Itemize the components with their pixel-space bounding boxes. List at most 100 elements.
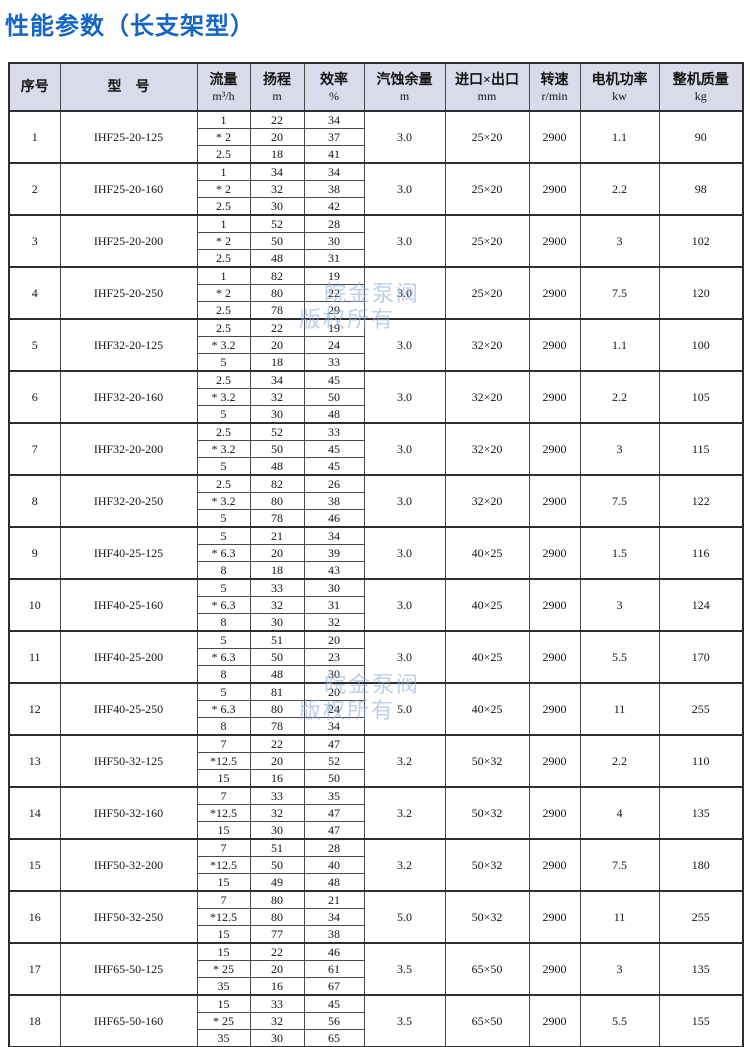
flow-value: 2.5: [196, 474, 251, 493]
efficiency-value: 45: [303, 994, 365, 1013]
ports-value: 50×32: [444, 786, 530, 840]
npsh-value: 3.0: [363, 422, 446, 476]
flow-value: * 6.3: [196, 700, 251, 718]
head-value: 81: [249, 682, 305, 701]
flow-value: 15: [196, 769, 251, 788]
head-value: 33: [249, 994, 305, 1013]
efficiency-value: 32: [303, 613, 365, 632]
speed-value: 2900: [528, 162, 581, 216]
power-value: 3: [579, 214, 660, 268]
head-value: 20: [249, 544, 305, 562]
flow-value: 5: [196, 405, 251, 424]
weight-value: 124: [658, 578, 744, 632]
head-value: 20: [249, 960, 305, 978]
model-name: IHF50-32-160: [59, 786, 198, 840]
head-value: 16: [249, 977, 305, 996]
model-name: IHF40-25-125: [59, 526, 198, 580]
flow-value: 5: [196, 353, 251, 372]
efficiency-value: 22: [303, 284, 365, 302]
efficiency-value: 45: [303, 440, 365, 458]
weight-value: 135: [658, 942, 744, 996]
npsh-value: 3.0: [363, 474, 446, 528]
model-name: IHF32-20-160: [59, 370, 198, 424]
efficiency-value: 47: [303, 804, 365, 822]
head-value: 22: [249, 734, 305, 753]
model-name: IHF25-20-250: [59, 266, 198, 320]
table-subrow: * 3.2 50 45: [9, 440, 743, 458]
model-name: IHF65-50-125: [59, 942, 198, 996]
table-row: 11 IHF40-25-200 5 51 20 3.0 40×25 2900 5.5 170: [8, 630, 744, 684]
flow-value: *12.5: [196, 752, 251, 770]
head-value: 80: [249, 908, 305, 926]
ports-value: 25×20: [444, 110, 530, 164]
npsh-value: 3.0: [363, 318, 446, 372]
speed-value: 2900: [528, 994, 581, 1047]
ports-value: 25×20: [444, 266, 530, 320]
efficiency-value: 28: [303, 838, 365, 857]
efficiency-value: 42: [303, 197, 365, 216]
efficiency-value: 30: [303, 665, 365, 684]
col-header-serial: 序号: [8, 62, 61, 112]
head-value: 32: [249, 388, 305, 406]
efficiency-value: 30: [303, 232, 365, 250]
table-subrow: 5 18 33: [9, 353, 743, 372]
efficiency-value: 41: [303, 145, 365, 164]
head-value: 32: [249, 1012, 305, 1030]
flow-value: 5: [196, 509, 251, 528]
npsh-value: 3.0: [363, 370, 446, 424]
weight-value: 155: [658, 994, 744, 1047]
weight-value: 102: [658, 214, 744, 268]
head-value: 50: [249, 440, 305, 458]
power-value: 4: [579, 786, 660, 840]
serial-number: 2: [8, 162, 61, 216]
head-value: 20: [249, 128, 305, 146]
table-row: 13 IHF50-32-125 7 22 47 3.2 50×32 2900 2.2 110: [8, 734, 744, 788]
table-subrow: * 2 80 22: [9, 284, 743, 302]
head-value: 16: [249, 769, 305, 788]
flow-value: * 6.3: [196, 648, 251, 666]
speed-value: 2900: [528, 942, 581, 996]
npsh-value: 3.0: [363, 578, 446, 632]
weight-value: 100: [658, 318, 744, 372]
table-subrow: * 2 32 38: [9, 180, 743, 198]
table-subrow: 15 77 38: [9, 925, 743, 944]
power-value: 7.5: [579, 474, 660, 528]
ports-value: 32×20: [444, 422, 530, 476]
head-value: 50: [249, 648, 305, 666]
head-value: 21: [249, 526, 305, 545]
speed-value: 2900: [528, 266, 581, 320]
table-row: 9 IHF40-25-125 5 21 34 3.0 40×25 2900 1.5 116: [8, 526, 744, 580]
power-value: 11: [579, 890, 660, 944]
speed-value: 2900: [528, 526, 581, 580]
table-row: 2 IHF25-20-160 1 34 34 3.0 25×20 2900 2.2 98: [8, 162, 744, 216]
power-value: 3: [579, 942, 660, 996]
npsh-value: 3.0: [363, 214, 446, 268]
flow-value: * 3.2: [196, 336, 251, 354]
col-header-speed: 转速 r/min: [528, 62, 581, 112]
weight-value: 255: [658, 682, 744, 736]
head-value: 51: [249, 838, 305, 857]
efficiency-value: 48: [303, 405, 365, 424]
power-value: 2.2: [579, 734, 660, 788]
flow-value: *12.5: [196, 804, 251, 822]
npsh-value: 3.2: [363, 734, 446, 788]
speed-value: 2900: [528, 630, 581, 684]
flow-value: 7: [196, 838, 251, 857]
efficiency-value: 43: [303, 561, 365, 580]
table-subrow: 8 48 30: [9, 665, 743, 684]
efficiency-value: 61: [303, 960, 365, 978]
speed-value: 2900: [528, 734, 581, 788]
efficiency-value: 19: [303, 318, 365, 337]
table-subrow: 2.5 78 29: [9, 301, 743, 320]
col-header-ports: 进口×出口 mm: [444, 62, 530, 112]
model-name: IHF32-20-250: [59, 474, 198, 528]
flow-value: * 25: [196, 960, 251, 978]
head-value: 50: [249, 856, 305, 874]
table-subrow: * 2 20 37: [9, 128, 743, 146]
weight-value: 110: [658, 734, 744, 788]
efficiency-value: 20: [303, 682, 365, 701]
flow-value: 5: [196, 457, 251, 476]
col-header-npsh: 汽蚀余量 m: [363, 62, 446, 112]
ports-value: 40×25: [444, 526, 530, 580]
serial-number: 5: [8, 318, 61, 372]
